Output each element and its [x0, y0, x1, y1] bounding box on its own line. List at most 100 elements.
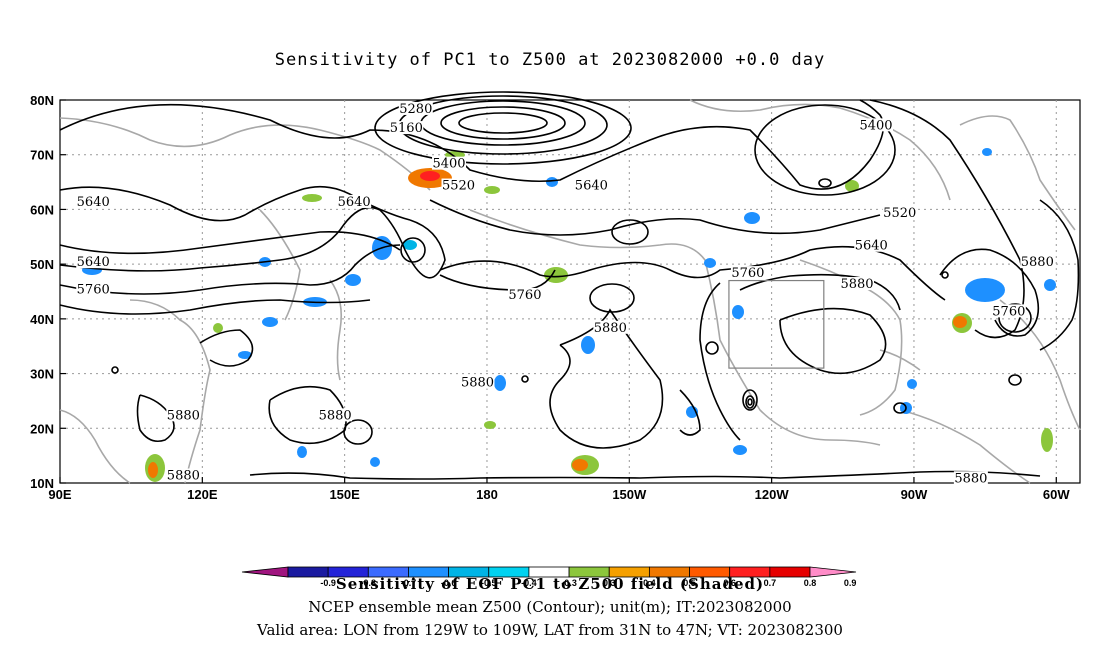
contour-label-bg: [854, 238, 889, 252]
shade-patch: [213, 323, 223, 333]
contour-label-bg: [398, 101, 433, 115]
contour-label: 5880: [167, 469, 200, 484]
contour-label-bg: [507, 287, 542, 301]
lat-tick-label: 20N: [30, 421, 54, 436]
contour-label-bg: [432, 156, 467, 170]
contour-label-bg: [441, 178, 476, 192]
contour-label: 5400: [859, 118, 892, 133]
contour-label-bg: [991, 304, 1026, 318]
chart-title: Sensitivity of PC1 to Z500 at 2023082000…: [274, 50, 826, 70]
contour-label: 5880: [461, 376, 494, 391]
shade-patch: [370, 457, 380, 467]
contour-label: 5760: [731, 266, 764, 281]
lat-tick-label: 80N: [30, 93, 54, 108]
shade-patch: [494, 375, 506, 391]
shade-patch: [982, 148, 992, 156]
shade-patch: [1041, 428, 1053, 452]
contour-label-bg: [166, 408, 201, 422]
coastlines: [59, 99, 1081, 484]
shade-patch: [845, 180, 859, 192]
lat-tick-label: 50N: [30, 257, 54, 272]
shade-patch: [732, 305, 744, 319]
shade-patch: [965, 278, 1005, 302]
contour-label: 5880: [319, 408, 352, 423]
colorbar-tick-label: -0.4: [521, 578, 537, 588]
colorbar-tick-label: 0.4: [643, 578, 656, 588]
contour-label-bg: [389, 121, 424, 135]
shade-patch: [302, 194, 322, 202]
shade-patch: [148, 462, 158, 478]
colorbar-tick-label: 0.3: [603, 578, 616, 588]
contour-label-bg: [76, 194, 111, 208]
caption-contour: NCEP ensemble mean Z500 (Contour); unit(…: [308, 598, 792, 616]
colorbar-tick-label: 0.6: [723, 578, 736, 588]
contour-label: 5880: [594, 321, 627, 336]
contour-label-bg: [1020, 255, 1055, 269]
lon-tick-label: 150E: [329, 487, 360, 502]
contour-label: 5280: [399, 102, 432, 117]
shade-patch: [238, 351, 252, 359]
shade-patch: [262, 317, 278, 327]
contour-label: 5880: [1021, 255, 1054, 270]
shade-patch: [704, 258, 716, 268]
shade-patch: [297, 446, 307, 458]
shade-patch: [581, 336, 595, 354]
contour-label-bg: [593, 320, 628, 334]
shade-patch: [953, 316, 967, 328]
lon-tick-label: 90W: [901, 487, 928, 502]
contour-label: 5640: [77, 255, 110, 270]
contour-label: 5880: [840, 277, 873, 292]
contour-label-bg: [730, 266, 765, 280]
colorbar-tick-label: 0.9: [844, 578, 857, 588]
colorbar-tick-label: -0.3: [561, 578, 577, 588]
lon-tick-label: 120W: [755, 487, 790, 502]
colorbar-tick-label: -0.5: [481, 578, 497, 588]
contour-label: 5520: [883, 206, 916, 221]
colorbar-tick-label: 0.7: [764, 578, 777, 588]
contour-label-bg: [953, 471, 988, 485]
shade-patch: [546, 177, 558, 187]
contour-label: 5400: [432, 157, 465, 172]
contour-label-bg: [318, 408, 353, 422]
shade-patch: [484, 186, 500, 194]
colorbar-max-arrow: [809, 566, 857, 578]
lat-tick-label: 70N: [30, 148, 54, 163]
contour-label-bg: [574, 178, 609, 192]
contour-label: 5880: [167, 408, 200, 423]
contour-label: 5520: [442, 179, 475, 194]
contour-label: 5640: [575, 179, 608, 194]
z500-contours: [59, 91, 1080, 480]
colorbar-tick-label: -0.9: [320, 578, 336, 588]
contour-label: 5640: [77, 195, 110, 210]
lat-tick-label: 10N: [30, 476, 54, 491]
lon-tick-label: 120E: [187, 487, 218, 502]
shade-patch: [733, 445, 747, 455]
caption-valid-area: Valid area: LON from 129W to 109W, LAT f…: [257, 621, 843, 639]
lon-tick-label: 60W: [1043, 487, 1070, 502]
colorbar-tick-label: 0.5: [683, 578, 696, 588]
shade-patch: [572, 459, 588, 471]
lat-tick-label: 60N: [30, 202, 54, 217]
shade-patch: [544, 267, 568, 283]
contour-label-bg: [76, 282, 111, 296]
lon-tick-label: 150W: [612, 487, 647, 502]
contour-label-bg: [337, 194, 372, 208]
shade-patch: [345, 274, 361, 286]
shade-patch: [420, 171, 440, 181]
colorbar-tick-label: -0.6: [441, 578, 457, 588]
sensitivity-shading: [82, 148, 1056, 482]
contour-labels: 5280 5160 5400 5520 5400 5640 5640 5640 5640 5520…: [76, 101, 1055, 486]
colorbar-tick-label: 0.8: [804, 578, 817, 588]
contour-label: 5160: [390, 121, 423, 136]
caption-shading: Sensitivity of EOF PC1 to Z500 field (Sh…: [335, 575, 765, 593]
colorbar: -0.9 -0.8 -0.7 -0.6 -0.5 -0.4 -0.3 0.3 0.4 0.5 0.6…: [241, 566, 857, 588]
colorbar-tick-label: -0.8: [361, 578, 377, 588]
lon-tick-label: 90E: [48, 487, 71, 502]
shade-patch: [744, 212, 760, 224]
contour-label-bg: [166, 468, 201, 482]
shade-patch: [1044, 279, 1056, 291]
contour-label: 5640: [855, 239, 888, 254]
valid-area-box: [728, 279, 825, 369]
contour-label: 5760: [992, 304, 1025, 319]
